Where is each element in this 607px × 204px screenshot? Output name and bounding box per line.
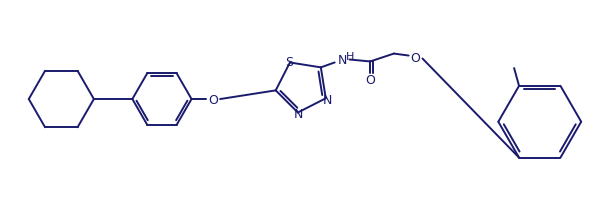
Text: O: O: [365, 73, 375, 86]
Text: S: S: [285, 56, 293, 69]
Text: O: O: [410, 52, 421, 65]
Text: N: N: [294, 108, 304, 120]
Text: H: H: [346, 51, 354, 61]
Text: O: O: [208, 93, 218, 106]
Text: N: N: [338, 54, 347, 67]
Text: N: N: [323, 93, 333, 106]
